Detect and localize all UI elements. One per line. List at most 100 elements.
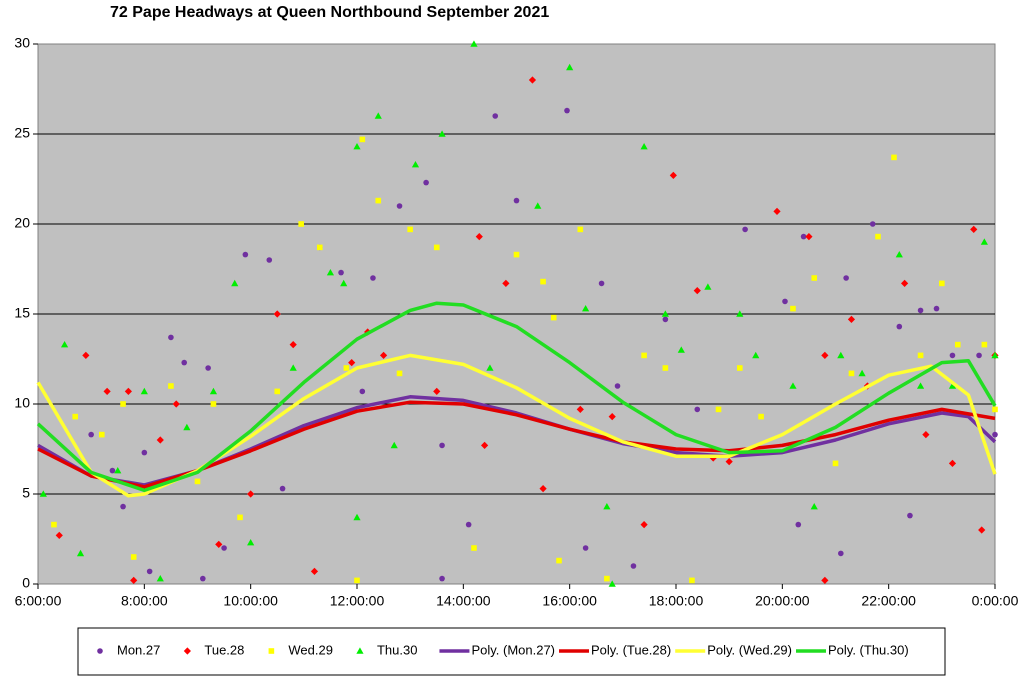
point	[858, 369, 866, 377]
point	[465, 521, 472, 528]
chart-title: 72 Pape Headways at Queen Northbound Sep…	[110, 4, 549, 21]
point	[492, 113, 499, 119]
point	[758, 413, 764, 420]
x-tick-label: 22:00:00	[861, 593, 916, 609]
point	[141, 449, 148, 456]
point	[481, 441, 489, 449]
point	[279, 485, 286, 492]
legend-marker	[268, 648, 275, 654]
point	[370, 275, 376, 281]
point	[677, 346, 685, 353]
point	[247, 539, 255, 546]
point	[72, 413, 79, 420]
point	[289, 341, 297, 349]
point	[502, 279, 510, 287]
point	[669, 171, 677, 179]
y-tick-label: 20	[14, 215, 30, 231]
point	[210, 401, 217, 407]
point	[603, 503, 611, 510]
point	[752, 351, 760, 359]
point	[310, 567, 319, 575]
point	[810, 503, 818, 510]
point	[242, 251, 249, 258]
point	[60, 341, 69, 348]
point	[528, 76, 537, 84]
point	[298, 221, 304, 227]
point	[539, 485, 547, 493]
point	[200, 575, 206, 582]
point	[396, 370, 403, 377]
point	[939, 280, 945, 287]
point	[604, 575, 610, 582]
point	[933, 305, 940, 312]
point	[194, 478, 201, 485]
point	[374, 112, 382, 119]
point	[694, 406, 701, 413]
point	[843, 275, 849, 281]
point	[869, 221, 876, 227]
point	[156, 575, 164, 582]
point	[795, 521, 802, 528]
legend-label: Tue.28	[204, 642, 244, 657]
point	[582, 545, 589, 551]
point	[556, 557, 562, 564]
legend-label: Wed.29	[288, 642, 333, 657]
point	[608, 413, 616, 421]
point	[140, 387, 148, 395]
point	[338, 269, 344, 276]
trendline	[36, 301, 997, 493]
point	[821, 576, 829, 584]
point	[407, 226, 413, 233]
point	[120, 503, 126, 510]
point	[82, 351, 90, 359]
point	[704, 283, 712, 290]
point	[737, 365, 743, 371]
point	[907, 512, 913, 519]
y-tick-label: 30	[14, 35, 30, 51]
x-tick-label: 14:00:00	[436, 593, 491, 609]
legend-label: Thu.30	[377, 642, 417, 657]
point	[513, 197, 520, 204]
point	[838, 550, 844, 557]
point	[566, 63, 574, 71]
point	[661, 310, 669, 317]
point	[124, 387, 132, 395]
point	[55, 531, 63, 539]
point	[343, 365, 350, 371]
point	[353, 143, 361, 150]
point	[916, 382, 925, 389]
point	[379, 351, 388, 359]
point	[630, 563, 637, 569]
point	[782, 298, 788, 305]
y-tick-label: 5	[22, 485, 30, 501]
x-tick-label: 20:00:00	[755, 593, 810, 609]
point	[289, 364, 297, 371]
point	[51, 521, 57, 528]
point	[821, 351, 829, 359]
point	[992, 431, 998, 438]
point	[540, 278, 546, 285]
point	[773, 207, 781, 215]
point	[439, 575, 445, 582]
point	[922, 431, 930, 439]
point	[805, 233, 813, 241]
point	[614, 383, 621, 389]
point	[662, 316, 669, 323]
point	[471, 545, 477, 551]
point	[917, 352, 924, 359]
point	[917, 307, 924, 314]
point	[577, 226, 584, 233]
point	[948, 382, 957, 389]
point	[396, 203, 403, 209]
point	[800, 233, 807, 240]
point	[837, 351, 845, 359]
point	[109, 467, 116, 474]
point	[156, 436, 164, 444]
point	[662, 365, 669, 371]
point	[114, 467, 122, 474]
point	[231, 279, 239, 287]
point	[215, 540, 223, 548]
point	[359, 388, 366, 395]
point	[221, 545, 227, 551]
point	[736, 310, 744, 317]
